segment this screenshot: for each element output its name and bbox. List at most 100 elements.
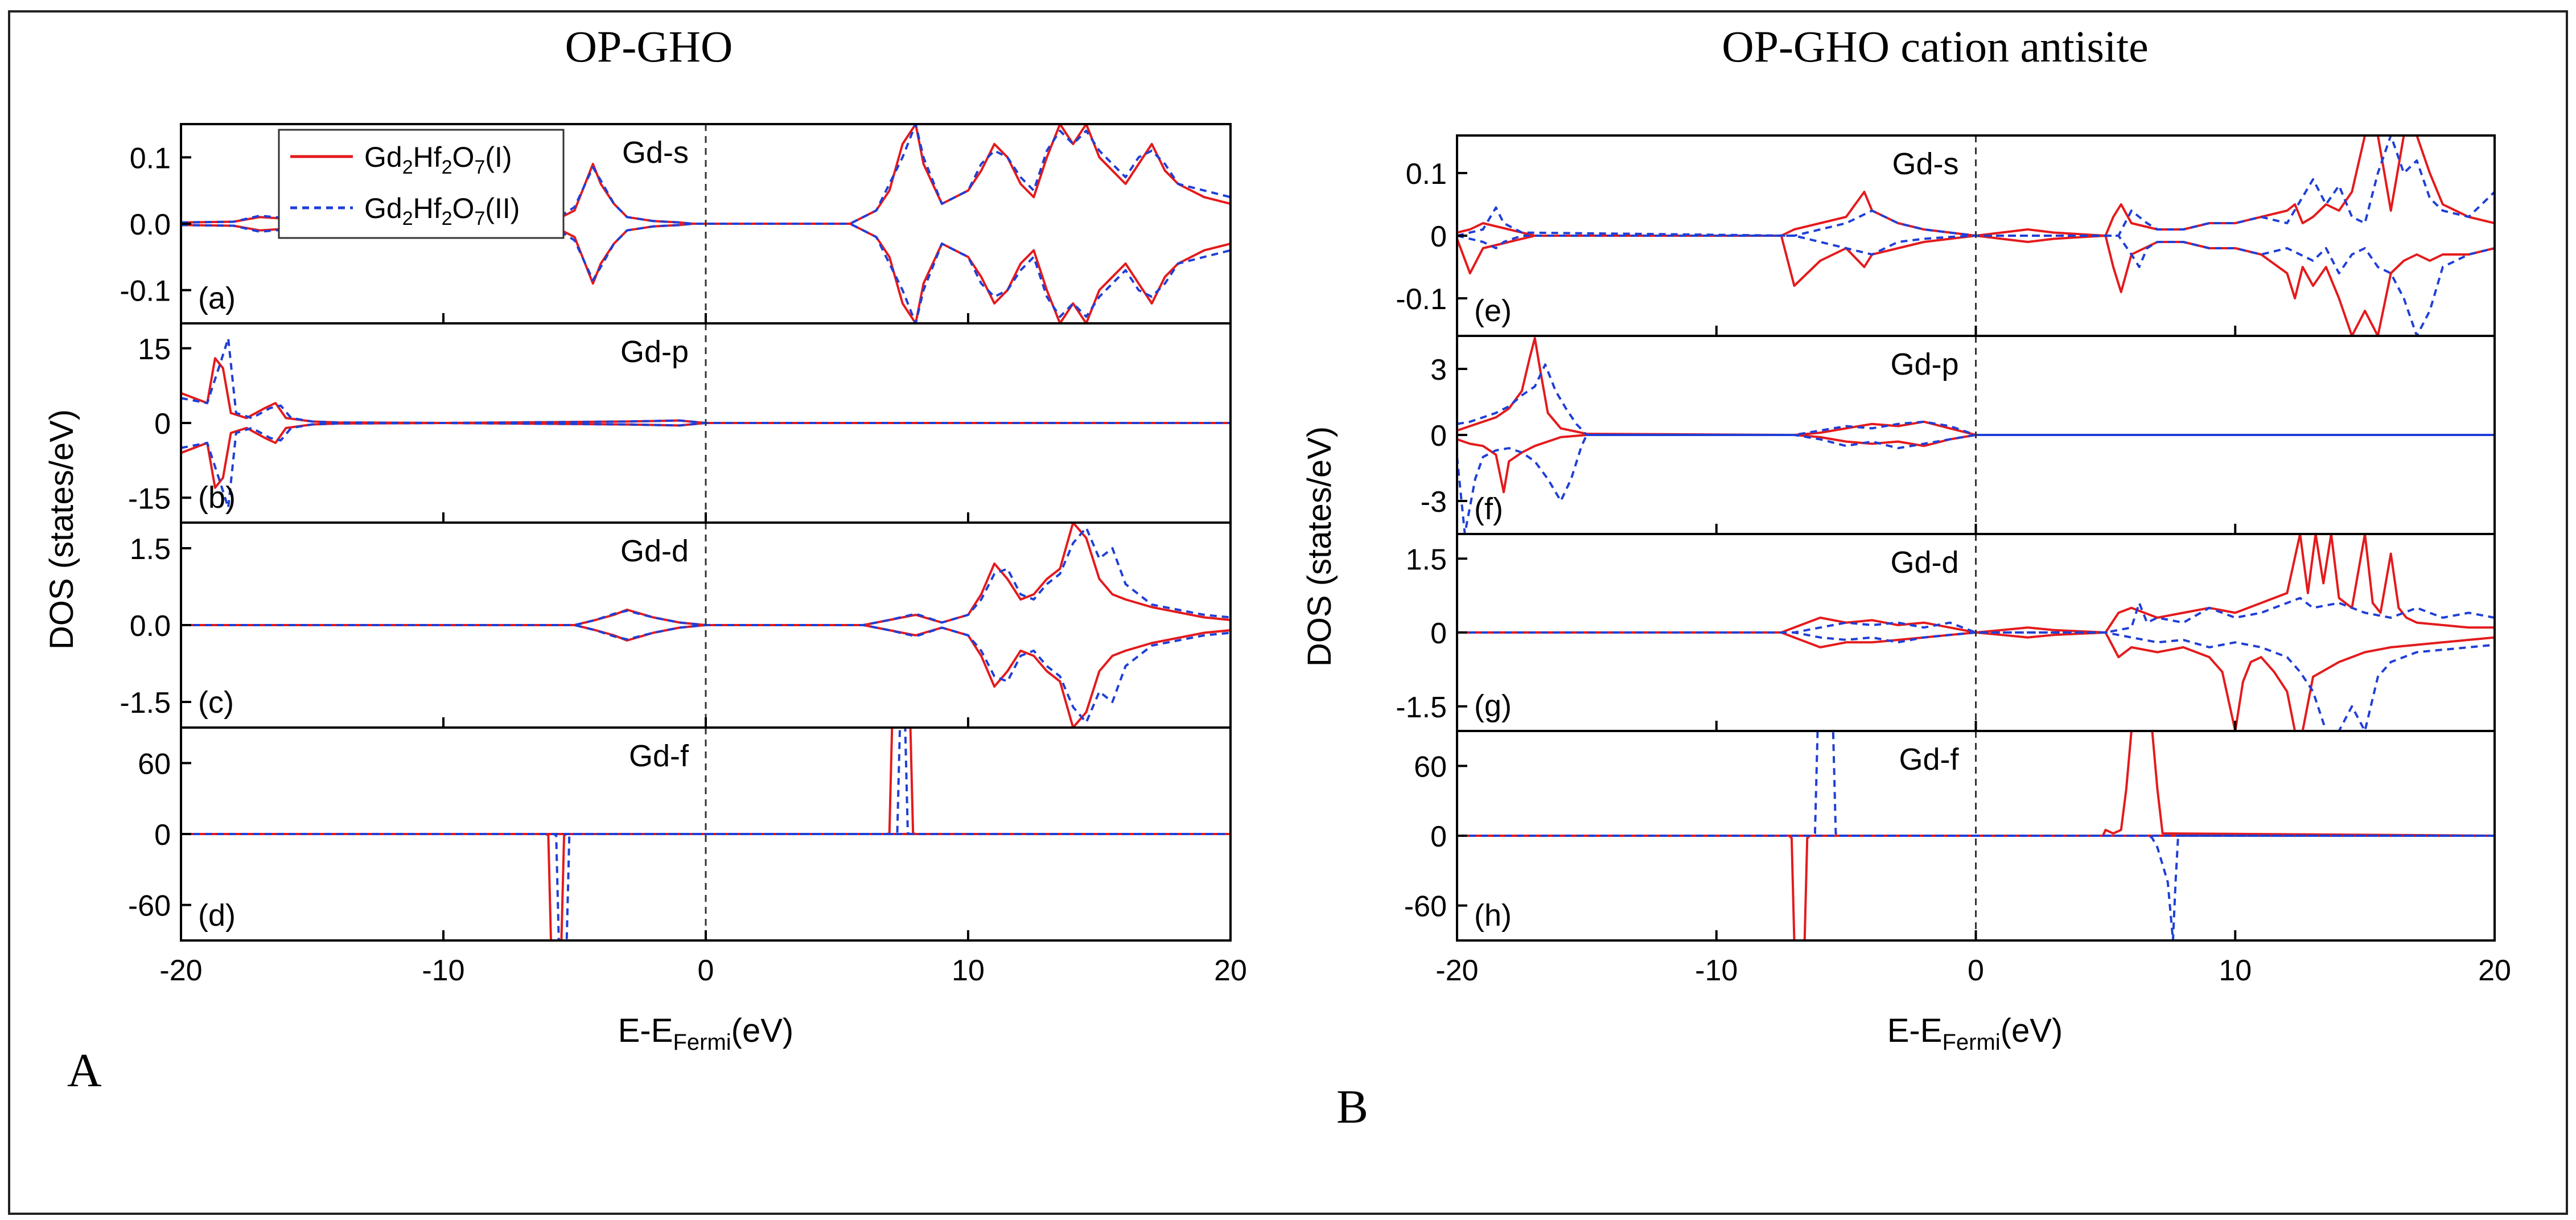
y-tick-label: 0.0 [130,610,171,643]
series-group [181,124,1231,323]
panel-label: (e) [1474,294,1512,328]
series-line-1 [1457,631,2495,731]
xlabel-b-unit: (eV) [2001,1012,2063,1049]
series-line-3 [1457,434,2495,534]
series-line-1-up [181,337,1231,424]
legend-main: Gd [364,141,402,173]
legend-sub2: 2 [442,157,452,178]
orbital-label: Gd-p [1890,347,1958,381]
panel-label: (b) [198,480,236,515]
series-line-0 [1457,135,2495,237]
xlabel-a-unit: (eV) [731,1012,794,1049]
legend: Gd2Hf2O7(I)Gd2Hf2O7(II) [278,129,565,239]
panel-label: (a) [198,281,236,315]
xlabel-group-a: E-EFermi(eV) [618,1012,793,1055]
legend-mid2: O [452,141,475,173]
y-tick-label: -0.1 [120,275,171,308]
orbital-label: Gd-d [620,534,689,568]
legend-sub1: 2 [402,208,413,229]
y-tick-label: -15 [128,482,171,515]
xlabel-a-main: E-E [618,1012,673,1049]
series-group [1457,731,2495,940]
series-line-3 [1457,235,2495,336]
series-group [181,337,1231,509]
series-line-0-up [181,523,1231,626]
y-tick-label: -60 [1404,890,1447,923]
panel-label: (h) [1474,898,1512,933]
series-line-0 [1457,336,2495,436]
orbital-label: Gd-f [629,739,689,773]
x-tick-label: -20 [1435,954,1478,987]
xlabel-group-b: E-EFermi(eV) [1887,1012,2063,1055]
series-line-3 [1457,631,2495,731]
panel-label: (f) [1474,492,1503,526]
title-group-b: OP-GHO cation antisite [1722,22,2149,71]
orbital-label: Gd-p [620,335,689,369]
series-line-1-up [181,124,1231,225]
y-tick-label: -60 [128,890,171,923]
y-tick-label: 0.1 [1406,158,1447,191]
series-line-2 [1457,363,2495,436]
legend-sub1: 2 [402,157,413,178]
series-line-0 [1457,534,2495,634]
x-tick-label: -20 [159,954,202,987]
y-tick-label: -1.5 [1396,691,1447,724]
legend-main: Gd [364,192,402,224]
legend-mid: Hf [413,192,442,224]
series-line-3 [181,833,1231,940]
xlabel-b-main: E-E [1887,1012,1943,1049]
y-tick-label: 0 [1430,617,1447,650]
x-tick-label: 0 [698,954,714,987]
y-tick-label: -0.1 [1396,283,1447,316]
panel-label: (c) [198,685,234,720]
y-tick-label: 0 [154,819,171,852]
x-tick-label: 20 [1214,954,1247,987]
series-line-2 [1457,135,2495,237]
panel-d: -60 0 60 -20 -10 0 10 20 Gd-f (d) [128,726,1247,987]
series-line-1-down [181,624,1231,724]
y-tick-label: -3 [1421,486,1447,519]
x-tick-label: 20 [2478,954,2511,987]
series-line-3 [1457,835,2495,940]
legend-sub3: 7 [474,208,485,229]
ylabel-group-b: DOS (states/eV) [1301,426,1338,667]
series-group [1457,336,2495,534]
y-tick-label: 60 [1414,750,1447,783]
orbital-label: Gd-s [1892,147,1958,181]
xlabel-b-sub: Fermi [1942,1030,2000,1055]
y-tick-label: 0.0 [130,208,171,241]
series-line-1-down [181,223,1231,323]
orbital-label: Gd-f [1899,742,1959,777]
y-tick-label: 0 [1430,220,1447,253]
y-tick-label: 60 [138,747,171,781]
y-tick-label: 0.1 [130,142,171,175]
y-tick-label: 1.5 [1406,543,1447,576]
legend-tail: (II) [485,192,520,224]
panel-label: (g) [1474,689,1512,723]
series-group [181,523,1231,728]
series-line-0 [1457,731,2495,837]
series-line-1 [1457,235,2495,336]
panel-label: (d) [198,898,236,933]
panel-h: -60 0 60 -20 -10 0 10 20 Gd-f (h) [1404,730,2511,987]
y-tick-label: 3 [1430,354,1447,387]
legend-label-0: Gd2Hf2O7(I) [364,141,512,178]
panel-b: -15 0 15 Gd-p (b) [128,322,1232,524]
panel-letter-a: A [67,1044,102,1097]
x-tick-label: 10 [2219,954,2252,987]
title-group-a: OP-GHO [565,22,733,71]
ylabel-group-a: DOS (states/eV) [43,409,80,650]
series-line-1-down [181,422,1231,509]
legend-sub3: 7 [474,157,485,178]
orbital-label: Gd-s [622,135,689,170]
panel-g: -1.5 0 1.5 Gd-d (g) [1396,533,2496,732]
orbital-label: Gd-d [1890,545,1958,580]
series-group [181,728,1231,940]
series-line-1-up [181,527,1231,626]
series-line-2 [1457,597,2495,634]
series-line-0-down [181,624,1231,728]
legend-tail: (I) [485,141,512,173]
xlabel-a-sub: Fermi [673,1030,731,1055]
y-tick-label: 15 [138,333,171,366]
